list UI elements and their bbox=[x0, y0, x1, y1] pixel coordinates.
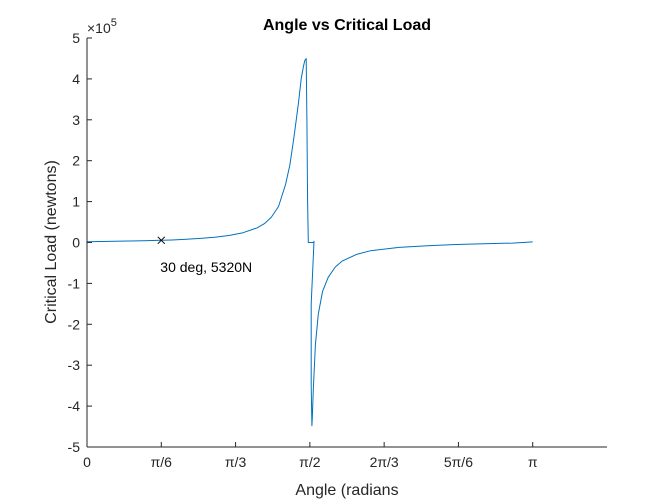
chart-title: Angle vs Critical Load bbox=[263, 17, 431, 34]
y-exponent-power: 5 bbox=[111, 17, 117, 29]
x-tick-label: π/3 bbox=[225, 454, 247, 470]
y-tick-label: 0 bbox=[72, 235, 80, 251]
x-tick-label: π/6 bbox=[151, 454, 173, 470]
x-tick-label: 5π/6 bbox=[444, 454, 473, 470]
x-tick-label: π bbox=[528, 454, 538, 470]
data-point-marker bbox=[157, 236, 166, 245]
annotation-label: 30 deg, 5320N bbox=[160, 259, 252, 275]
x-tick-label: π/2 bbox=[299, 454, 321, 470]
y-tick-label: 5 bbox=[72, 30, 80, 46]
x-tick-label: 2π/3 bbox=[370, 454, 399, 470]
annotation-layer: 30 deg, 5320N bbox=[160, 259, 252, 275]
y-tick-label: -5 bbox=[68, 439, 81, 455]
y-tick-label: -2 bbox=[68, 316, 81, 332]
y-tick-label: 1 bbox=[72, 194, 80, 210]
series-line-0 bbox=[86, 58, 533, 427]
marker-layer bbox=[157, 236, 166, 245]
y-tick-label: 4 bbox=[72, 71, 80, 87]
y-exponent-base: ×10 bbox=[87, 20, 111, 36]
y-axis-ticks: -5 -4 -3 -2 -1 0 1 2 3 4 5 bbox=[68, 30, 92, 455]
series-layer bbox=[86, 58, 533, 427]
svg-text:×105: ×105 bbox=[87, 17, 117, 36]
y-exponent-label: ×105 bbox=[87, 17, 117, 36]
y-tick-label: -3 bbox=[68, 357, 81, 373]
y-tick-label: -1 bbox=[68, 275, 81, 291]
y-tick-label: -4 bbox=[68, 398, 81, 414]
x-axis-ticks: 0 π/6 π/3 π/2 2π/3 5π/6 π bbox=[83, 442, 538, 470]
x-tick-label: 0 bbox=[83, 454, 91, 470]
x-axis-label: Angle (radians bbox=[295, 482, 398, 499]
y-axis-label: Critical Load (newtons) bbox=[43, 160, 60, 324]
y-tick-label: 2 bbox=[72, 153, 80, 169]
y-tick-label: 3 bbox=[72, 112, 80, 128]
